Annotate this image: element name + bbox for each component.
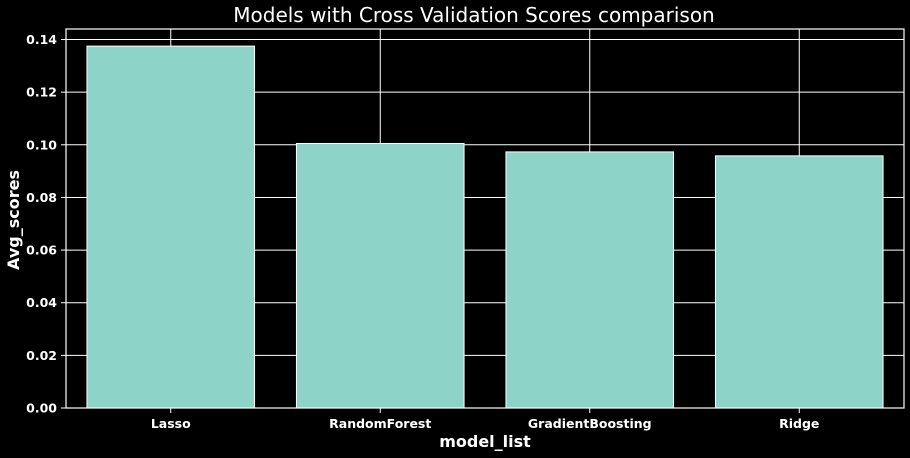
y-tick-label: 0.10: [26, 137, 57, 152]
y-axis-label: Avg_scores: [4, 170, 23, 270]
y-tick-label: 0.00: [26, 401, 57, 416]
x-tick-label: GradientBoosting: [528, 416, 652, 431]
y-axis-ticks: 0.00 0.02 0.04 0.06 0.08 0.10 0.12 0.14: [26, 32, 66, 416]
x-axis-label: model_list: [439, 432, 531, 451]
y-tick-label: 0.04: [26, 295, 57, 310]
chart-title: Models with Cross Validation Scores comp…: [233, 3, 714, 27]
y-tick-label: 0.14: [26, 32, 57, 47]
bars: [86, 45, 884, 409]
y-tick-label: 0.06: [26, 243, 57, 258]
bar-lasso: [86, 45, 256, 409]
plot-frame: [65, 28, 905, 409]
plot-border: [65, 28, 905, 409]
x-axis-ticks: Lasso RandomForest GradientBoosting Ridge: [151, 408, 819, 431]
x-tick-label: RandomForest: [329, 416, 431, 431]
y-tick-label: 0.12: [26, 85, 57, 100]
bar-ridge: [714, 155, 884, 409]
y-tick-label: 0.08: [26, 190, 57, 205]
y-tick-label: 0.02: [26, 348, 57, 363]
bar-gradientboosting: [505, 151, 675, 409]
x-tick-label: Lasso: [151, 416, 191, 431]
bar-randomforest: [295, 142, 465, 409]
x-tick-label: Ridge: [779, 416, 819, 431]
